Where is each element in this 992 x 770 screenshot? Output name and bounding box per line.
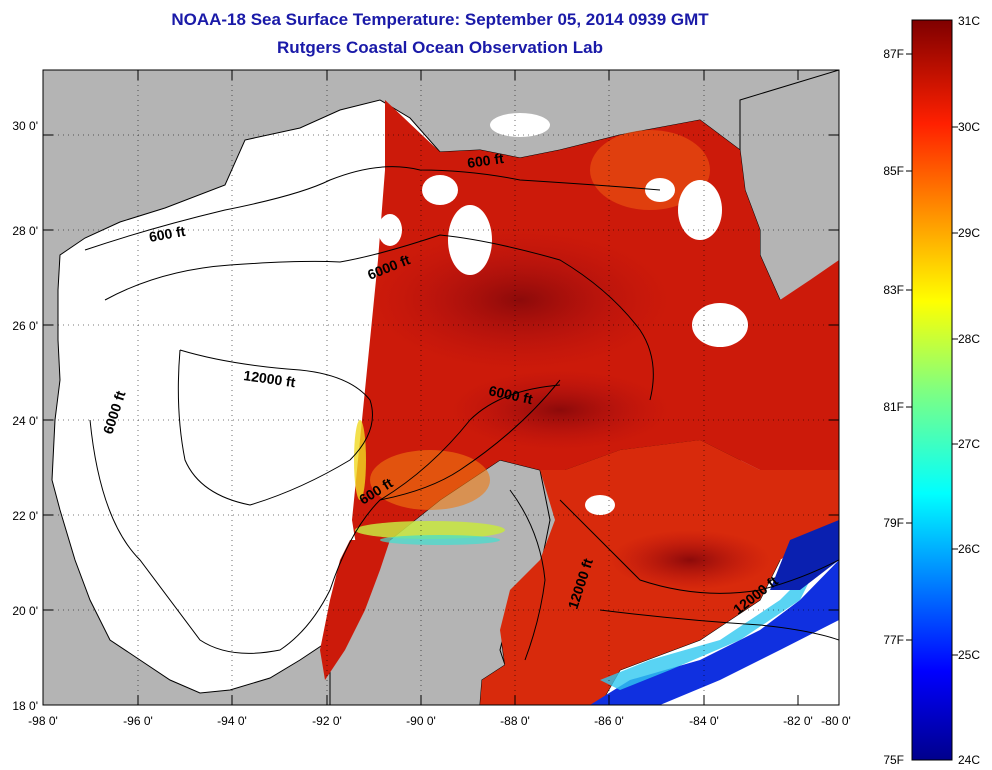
lon-label: -92 0'	[312, 714, 342, 728]
lon-label: -80 0'	[821, 714, 851, 728]
lon-label: -96 0'	[123, 714, 153, 728]
lon-label: -94 0'	[217, 714, 247, 728]
lat-lon-grid	[43, 70, 839, 705]
colorbar-label-c: 28C	[958, 332, 980, 346]
cloud-gap	[585, 495, 615, 515]
lat-label: 20 0'	[12, 604, 38, 618]
axis-ticks	[42, 70, 839, 705]
colorbar-label-f: 75F	[883, 753, 904, 767]
colorbar-label-f: 79F	[883, 516, 904, 530]
cloud-gap	[448, 205, 492, 275]
sst-cold-band	[590, 560, 839, 705]
contour-label: 600 ft	[148, 223, 187, 245]
lon-label: -84 0'	[689, 714, 719, 728]
colorbar-label-f: 81F	[883, 400, 904, 414]
lat-label: 18 0'	[12, 699, 38, 713]
lat-label: 30 0'	[12, 119, 38, 133]
colorbar-label-c: 25C	[958, 648, 980, 662]
lat-label: 28 0'	[12, 224, 38, 238]
lon-label: -90 0'	[406, 714, 436, 728]
sst-swath-south	[320, 540, 390, 680]
colorbar-ticks	[906, 53, 958, 656]
sst-hot-core-3	[610, 530, 770, 590]
colorbar-label-f: 87F	[883, 47, 904, 61]
colorbar-label-f: 83F	[883, 283, 904, 297]
lat-label: 26 0'	[12, 319, 38, 333]
cloud-gap	[692, 303, 748, 347]
contour-label: 12000 ft	[243, 367, 297, 390]
colorbar-label-c: 24C	[958, 753, 980, 767]
colorbar	[911, 19, 953, 761]
sst-yellow-edge	[354, 420, 366, 500]
colorbar-label-f: 85F	[883, 164, 904, 178]
cloud-gap	[422, 175, 458, 205]
sst-orange-patch	[590, 130, 710, 210]
sst-yellow-band	[355, 521, 505, 539]
lat-label: 22 0'	[12, 509, 38, 523]
colorbar-label-f: 77F	[883, 633, 904, 647]
colorbar-label-c: 30C	[958, 120, 980, 134]
cloud-gap	[378, 214, 402, 246]
contour-label: 600 ft	[466, 150, 505, 171]
lon-label: -82 0'	[783, 714, 813, 728]
lat-label: 24 0'	[12, 414, 38, 428]
cloud-gap	[490, 113, 550, 137]
map-frame	[42, 69, 840, 706]
lon-label: -86 0'	[594, 714, 624, 728]
sst-cyan-band	[380, 535, 500, 545]
colorbar-label-c: 29C	[958, 226, 980, 240]
lon-label: -98 0'	[28, 714, 58, 728]
chart-title: NOAA-18 Sea Surface Temperature: Septemb…	[171, 10, 709, 29]
colorbar-label-c: 31C	[958, 14, 980, 28]
sst-hot-core	[370, 230, 670, 370]
depth-contours	[84, 166, 839, 661]
lon-label: -88 0'	[500, 714, 530, 728]
sst-cool-band	[600, 560, 820, 690]
colorbar-label-c: 26C	[958, 542, 980, 556]
cloud-gap	[678, 180, 722, 240]
sst-hot-core-2	[450, 370, 670, 450]
colorbar-label-c: 27C	[958, 437, 980, 451]
sst-cold-band-2	[770, 520, 839, 590]
chart-subtitle: Rutgers Coastal Ocean Observation Lab	[277, 38, 603, 57]
